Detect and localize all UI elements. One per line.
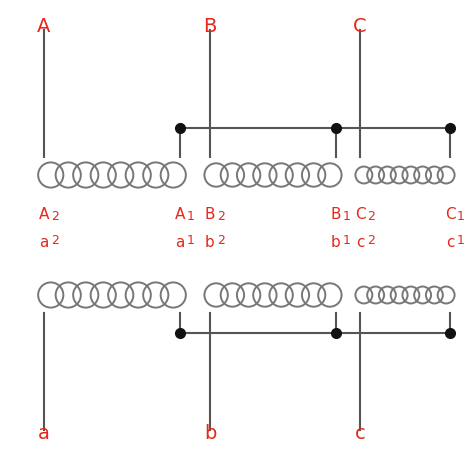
Text: b: b xyxy=(331,235,341,250)
Text: 1: 1 xyxy=(457,210,465,223)
Text: 1: 1 xyxy=(343,210,351,223)
Text: a: a xyxy=(39,235,49,250)
Text: C: C xyxy=(355,207,365,222)
Text: 1: 1 xyxy=(187,210,195,223)
Text: 2: 2 xyxy=(217,234,225,247)
Text: A: A xyxy=(37,17,51,36)
Text: A: A xyxy=(39,207,49,222)
Text: c: c xyxy=(356,235,364,250)
Text: b: b xyxy=(205,235,215,250)
Text: 1: 1 xyxy=(343,234,351,247)
Text: 2: 2 xyxy=(51,210,59,223)
Text: c: c xyxy=(446,235,454,250)
Text: 2: 2 xyxy=(367,234,375,247)
Text: 2: 2 xyxy=(367,210,375,223)
Text: C: C xyxy=(353,17,367,36)
Text: B: B xyxy=(331,207,341,222)
Text: A: A xyxy=(175,207,185,222)
Text: a: a xyxy=(175,235,185,250)
Text: 1: 1 xyxy=(187,234,195,247)
Text: a: a xyxy=(38,424,50,443)
Text: C: C xyxy=(445,207,455,222)
Text: 2: 2 xyxy=(51,234,59,247)
Text: 1: 1 xyxy=(457,234,465,247)
Text: B: B xyxy=(204,17,217,36)
Text: B: B xyxy=(205,207,215,222)
Text: b: b xyxy=(204,424,216,443)
Text: c: c xyxy=(355,424,365,443)
Text: 2: 2 xyxy=(217,210,225,223)
